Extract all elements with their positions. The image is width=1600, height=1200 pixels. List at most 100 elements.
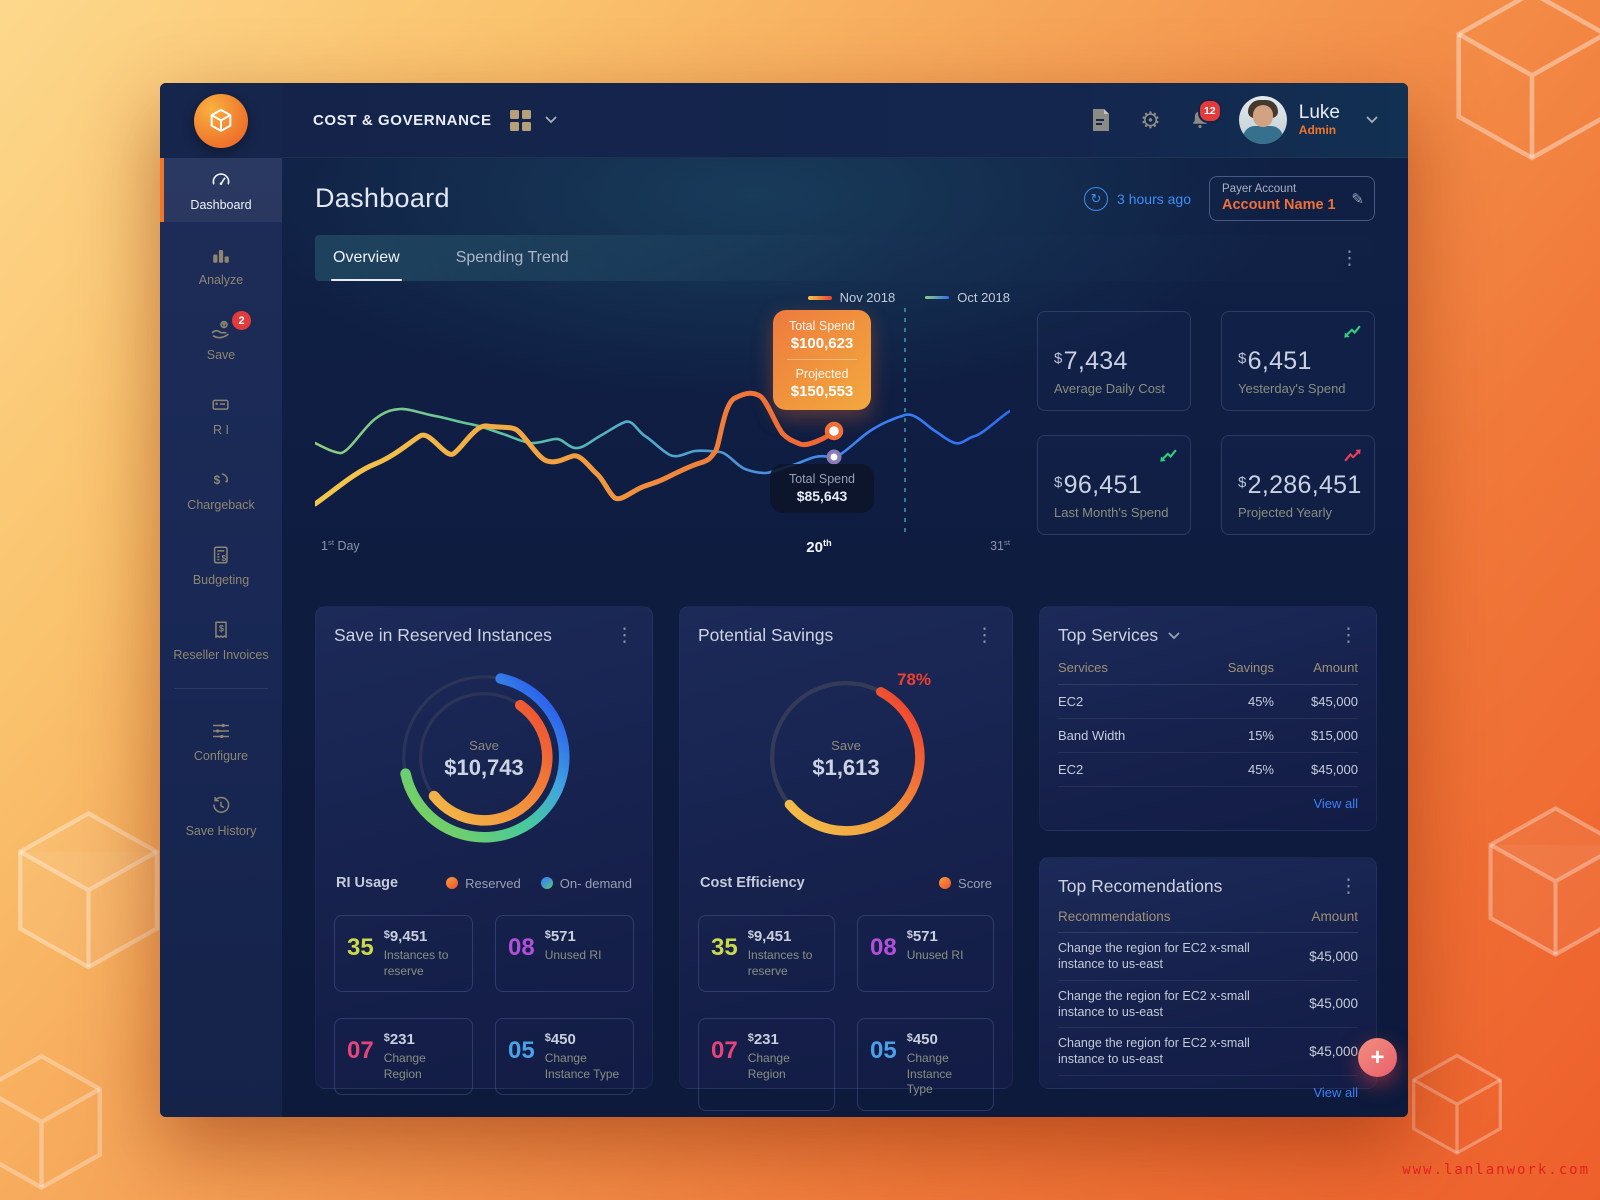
donut-center-value: $10,743	[444, 755, 524, 780]
tab-spending-trend[interactable]: Spending Trend	[455, 249, 569, 266]
view-all-link[interactable]: View all	[1313, 796, 1358, 811]
chevron-down-icon[interactable]	[545, 116, 557, 124]
avatar	[1238, 96, 1287, 144]
table-row: Change the region for EC2 x-small instan…	[1058, 933, 1358, 981]
sidebar-item-label: Save History	[185, 824, 257, 838]
legend-oct-2018[interactable]: Oct 2018	[925, 290, 1010, 305]
reserved-arc	[428, 699, 553, 826]
tab-bar: Overview Spending Trend ⋮	[315, 235, 1375, 281]
card-menu-kebab-icon[interactable]: ⋮	[615, 625, 634, 646]
view-all-link[interactable]: View all	[1313, 1084, 1358, 1100]
sidebar-item-chargeback[interactable]: $ Chargeback	[160, 458, 282, 522]
bar-chart-icon	[210, 243, 232, 267]
stat-instances-to-reserve: 35 $9,451 Instances to reserve	[698, 915, 835, 993]
kpi-average-daily-cost: $7,434 Average Daily Cost	[1037, 311, 1191, 411]
cost-efficiency-label: Cost Efficiency	[700, 875, 805, 891]
site-watermark: www.lanlanwork.com	[1402, 1162, 1590, 1178]
card-title: Top Recomendations	[1058, 876, 1223, 896]
history-icon	[210, 794, 232, 818]
donut-center-label: Save	[469, 738, 499, 753]
trend-up-red-icon	[1343, 448, 1362, 468]
services-table-header: Services Savings Amount	[1058, 660, 1358, 685]
spend-chart-section: Nov 2018 Oct 2018	[315, 286, 1375, 578]
nov-data-point-marker[interactable]	[824, 421, 844, 441]
table-row: Change the region for EC2 x-small instan…	[1058, 1028, 1358, 1076]
refresh-icon[interactable]: ↻	[1084, 186, 1109, 211]
ri-card-icon	[209, 393, 233, 417]
card-menu-kebab-icon[interactable]: ⋮	[975, 625, 994, 646]
card-menu-kebab-icon[interactable]: ⋮	[1339, 876, 1358, 897]
refresh-control[interactable]: ↻ 3 hours ago	[1084, 186, 1191, 211]
tab-menu-kebab-icon[interactable]: ⋮	[1340, 247, 1359, 269]
stat-unused-ri: 08 $571 Unused RI	[857, 915, 994, 993]
sidebar-item-label: Analyze	[198, 273, 244, 287]
nov-tooltip: Total Spend $100,623 Projected $150,553	[773, 310, 871, 410]
stat-instances-to-reserve: 35 $9,451 Instances to reserve	[334, 915, 473, 993]
edit-pencil-icon[interactable]: ✎	[1351, 190, 1364, 208]
tooltip-divider	[787, 359, 857, 360]
settings-gear-icon[interactable]: ⚙	[1140, 106, 1161, 133]
table-row: Change the region for EC2 x-small instan…	[1058, 981, 1358, 1028]
oct-line-swatch	[925, 296, 950, 299]
kpi-yesterdays-spend: $6,451 Yesterday's Spend	[1221, 311, 1375, 411]
line-chart-canvas	[315, 308, 1010, 532]
table-row: EC2 45% $45,000	[1058, 685, 1358, 719]
chevron-down-icon[interactable]	[1366, 116, 1378, 124]
sidebar-item-save[interactable]: 2 Save	[160, 308, 282, 372]
table-row: Band Width 15% $15,000	[1058, 719, 1358, 753]
donut-center-label: Save	[831, 738, 861, 753]
oct-tooltip: Total Spend $85,643	[770, 464, 874, 513]
svg-text:$: $	[219, 623, 224, 633]
payer-account-label: Payer Account	[1222, 183, 1297, 195]
notifications-bell-icon[interactable]: 12	[1189, 99, 1222, 132]
notification-count-badge: 12	[1197, 99, 1222, 123]
payer-account-value: Account Name 1	[1222, 197, 1336, 213]
x-tick-first-day: 1st Day	[321, 538, 360, 554]
trend-down-green-icon	[1343, 324, 1362, 344]
tab-overview[interactable]: Overview	[331, 235, 402, 281]
app-logo[interactable]	[194, 93, 248, 148]
table-row: EC2 45% $45,000	[1058, 753, 1358, 787]
reserved-dot	[446, 877, 459, 889]
sidebar-item-ri[interactable]: R I	[160, 383, 282, 447]
user-menu[interactable]: Luke Admin	[1238, 96, 1378, 144]
savings-hand-icon: 2	[209, 311, 251, 342]
logo-cell	[160, 83, 282, 158]
card-title: Potential Savings	[698, 625, 834, 645]
calculator-icon: $	[210, 543, 232, 567]
sidebar-item-save-history[interactable]: Save History	[160, 784, 282, 848]
legend-nov-2018[interactable]: Nov 2018	[807, 290, 895, 305]
score-dot	[939, 877, 952, 889]
sidebar-item-configure[interactable]: Configure	[160, 709, 282, 773]
oct-data-point-marker[interactable]	[826, 449, 842, 465]
gauge-icon	[210, 168, 232, 192]
last-refreshed-text: 3 hours ago	[1117, 190, 1191, 207]
sliders-icon	[210, 719, 232, 743]
top-services-card: Top Services ⋮ Services Savings Amount EC2…	[1039, 606, 1377, 831]
sidebar-item-analyze[interactable]: Analyze	[160, 233, 282, 297]
apps-grid-icon[interactable]	[509, 109, 531, 131]
x-axis: 1st Day 20th 31st	[315, 538, 1010, 560]
sidebar-item-budgeting[interactable]: $ Budgeting	[160, 533, 282, 597]
stat-change-instance-type: 05 $450 Change Instance Type	[857, 1018, 994, 1111]
chevron-down-icon[interactable]	[1168, 632, 1180, 640]
nov-series-line	[315, 390, 837, 507]
sidebar-item-reseller-invoices[interactable]: $ Reseller Invoices	[160, 608, 282, 672]
trend-down-green-icon	[1159, 448, 1178, 468]
topbar: COST & GOVERNANCE ⚙ 12 Luke Admin	[282, 83, 1408, 158]
sidebar-item-dashboard[interactable]: Dashboard	[160, 158, 282, 222]
cost-efficiency-donut: 78% Save $1,613	[751, 662, 941, 857]
card-menu-kebab-icon[interactable]: ⋮	[1339, 625, 1358, 646]
add-button[interactable]: +	[1358, 1038, 1397, 1077]
payer-account-selector[interactable]: Payer Account Account Name 1 ✎	[1209, 176, 1375, 221]
recommendations-table-header: Recommendations Amount	[1058, 909, 1358, 933]
donut-canvas	[770, 681, 925, 836]
user-name: Luke	[1298, 102, 1340, 124]
top-recommendations-card: Top Recomendations ⋮ Recommendations Amou…	[1039, 857, 1377, 1100]
app-title: COST & GOVERNANCE	[313, 111, 492, 129]
sidebar-item-label: Reseller Invoices	[173, 648, 269, 662]
report-icon[interactable]	[1090, 108, 1112, 132]
page-title: Dashboard	[315, 183, 450, 213]
spend-line-chart: Nov 2018 Oct 2018	[315, 286, 1010, 578]
kpi-cards: $7,434 Average Daily Cost $6,451 Yesterd…	[1037, 311, 1375, 535]
